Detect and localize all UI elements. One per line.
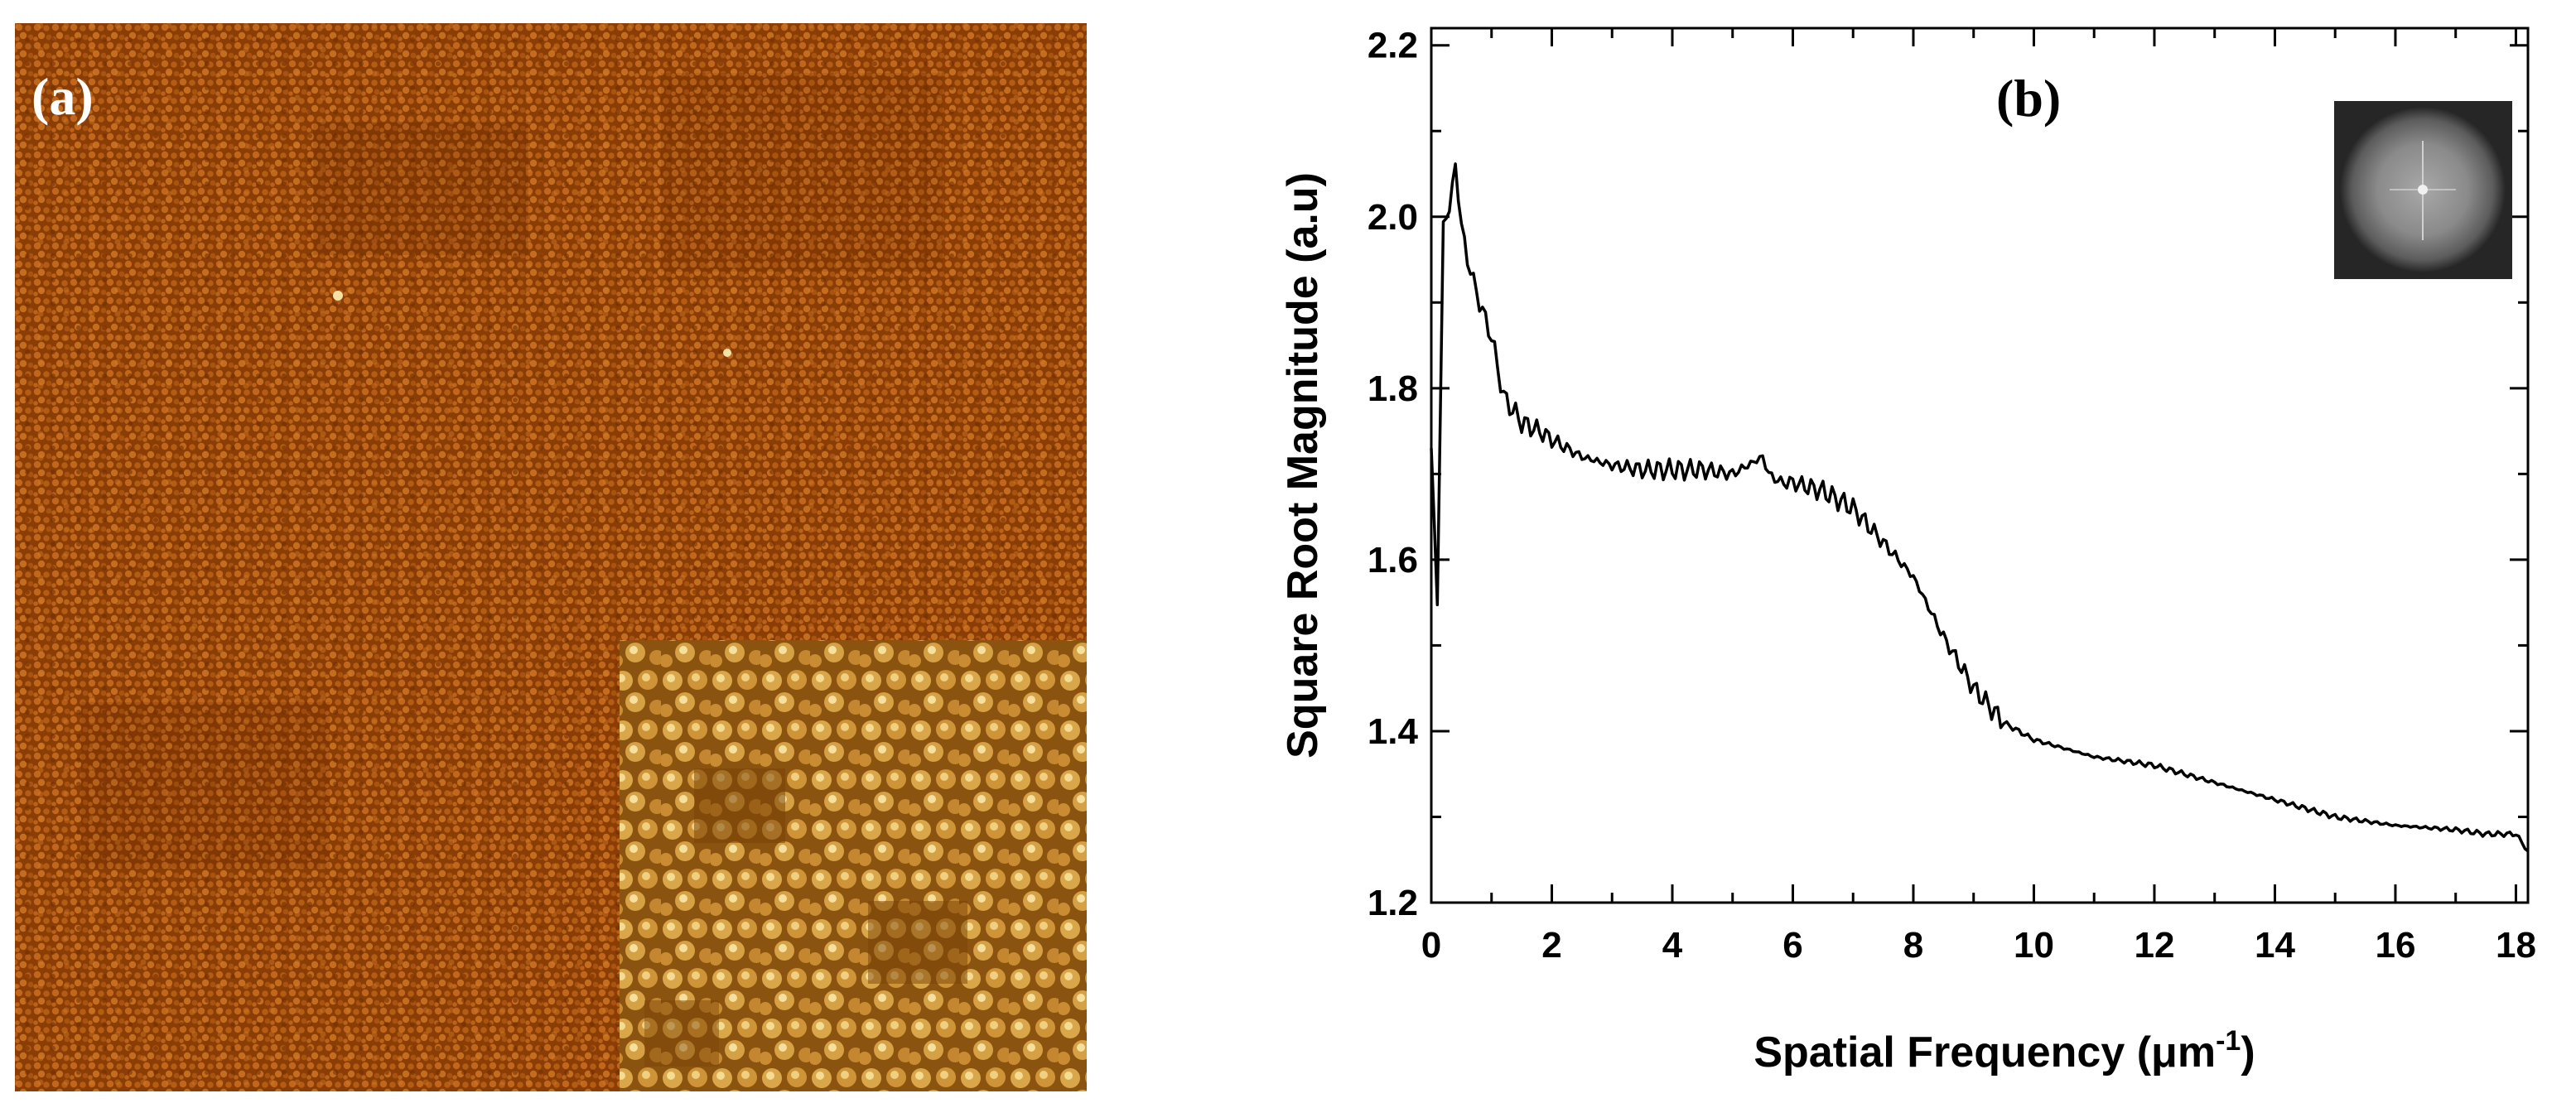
fft-chart: 0 2 4 6 8 10 12 14 16 18 1.2 1.4 1.6 1.8 2.0 2.2 (b) Sq… — [1279, 26, 2536, 1077]
y-tick-label: 1.2 — [1368, 883, 1418, 923]
x-tick-label: 8 — [1903, 925, 1923, 966]
x-tick-label: 2 — [1541, 925, 1561, 966]
bright-particle — [333, 291, 343, 301]
y-tick-label: 2.0 — [1368, 197, 1418, 238]
x-tick-label: 4 — [1662, 925, 1683, 966]
x-tick-label: 14 — [2255, 925, 2295, 966]
afm-zoom-inset — [620, 640, 1087, 1091]
y-tick-label: 1.4 — [1368, 711, 1419, 752]
panel-label-b: (b) — [1996, 69, 2061, 128]
afm-image-panel: (a) — [15, 23, 1087, 1091]
x-tick-label: 12 — [2134, 925, 2174, 966]
y-tick-label: 2.2 — [1368, 26, 1418, 66]
x-tick-label: 16 — [2375, 925, 2415, 966]
series-line-fft-profile — [1430, 162, 2530, 853]
x-axis-title: Spatial Frequency (μm-1) — [1754, 1025, 2255, 1077]
fft-inset-image — [2334, 101, 2512, 279]
x-tick-label: 6 — [1782, 925, 1802, 966]
y-tick-label: 1.6 — [1368, 540, 1418, 580]
y-tick-label: 1.8 — [1368, 368, 1418, 409]
panel-label-a: (a) — [31, 67, 94, 126]
afm-image: (a) — [15, 23, 1087, 1091]
x-tick-label: 18 — [2496, 925, 2536, 966]
x-tick-label: 0 — [1421, 925, 1441, 966]
y-axis-title: Square Root Magnitude (a.u) — [1279, 172, 1327, 759]
fft-chart-panel: 0 2 4 6 8 10 12 14 16 18 1.2 1.4 1.6 1.8 2.0 2.2 (b) Sq… — [1242, 17, 2568, 1093]
x-tick-label: 10 — [2014, 925, 2054, 966]
bright-particle — [723, 349, 731, 357]
